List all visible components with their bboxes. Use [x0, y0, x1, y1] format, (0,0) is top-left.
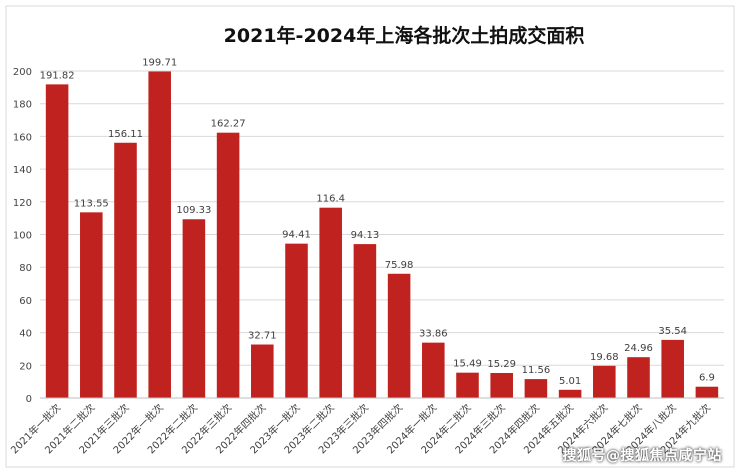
bar	[251, 344, 274, 398]
bar	[422, 342, 445, 398]
bar	[695, 386, 719, 398]
data-label: 33.86	[419, 329, 448, 340]
y-tick-label: 140	[13, 165, 32, 176]
y-tick-label: 20	[19, 361, 32, 372]
bar	[319, 207, 342, 398]
data-label: 32.71	[248, 331, 277, 342]
watermark-text: 搜狐号@搜狐焦点咸宁站	[562, 448, 722, 464]
bar	[216, 132, 240, 399]
y-tick-label: 60	[19, 296, 32, 307]
bar	[524, 379, 548, 398]
bar	[285, 243, 308, 398]
data-label: 6.9	[699, 373, 715, 384]
data-label: 94.41	[282, 230, 311, 241]
bars	[45, 71, 719, 399]
data-label: 113.55	[74, 198, 109, 209]
bar	[353, 244, 377, 398]
y-tick-label: 120	[13, 198, 32, 209]
data-label: 191.82	[40, 70, 75, 81]
y-tick-label: 80	[19, 263, 32, 274]
bar	[148, 71, 171, 398]
bar	[661, 339, 684, 398]
data-label: 15.49	[453, 359, 482, 370]
data-label: 24.96	[624, 343, 653, 354]
y-tick-label: 0	[26, 394, 32, 405]
data-label: 19.68	[590, 352, 619, 363]
bar	[387, 273, 411, 398]
data-label: 75.98	[385, 260, 414, 271]
data-label: 35.54	[658, 326, 687, 337]
data-label: 109.33	[176, 205, 211, 216]
bar	[114, 142, 137, 398]
data-label: 116.4	[316, 194, 345, 205]
data-label: 15.29	[487, 359, 516, 370]
bar	[593, 365, 616, 398]
y-tick-label: 100	[13, 231, 32, 242]
data-label: 11.56	[522, 365, 551, 376]
bar	[45, 84, 69, 398]
y-tick-label: 40	[19, 329, 32, 340]
data-label: 156.11	[108, 129, 143, 140]
y-tick-label: 200	[13, 67, 32, 78]
y-tick-label: 180	[13, 100, 32, 111]
bar	[627, 357, 650, 398]
bar	[456, 372, 479, 398]
data-label: 162.27	[211, 119, 246, 130]
chart-title: 2021年-2024年上海各批次土拍成交面积	[224, 24, 585, 47]
data-label: 199.71	[142, 57, 177, 68]
y-tick-label: 160	[13, 132, 32, 143]
value-labels: 191.82 113.55 156.11 199.71 109.33 162.27 32.7…	[40, 57, 715, 386]
bar	[182, 219, 206, 398]
bar	[558, 389, 582, 398]
y-axis-ticks: 0 20 40 60 80 100 120 140 160 180 200	[13, 67, 32, 405]
bar	[490, 373, 513, 398]
data-label: 5.01	[559, 376, 581, 387]
bar	[80, 212, 103, 398]
data-label: 94.13	[351, 230, 380, 241]
